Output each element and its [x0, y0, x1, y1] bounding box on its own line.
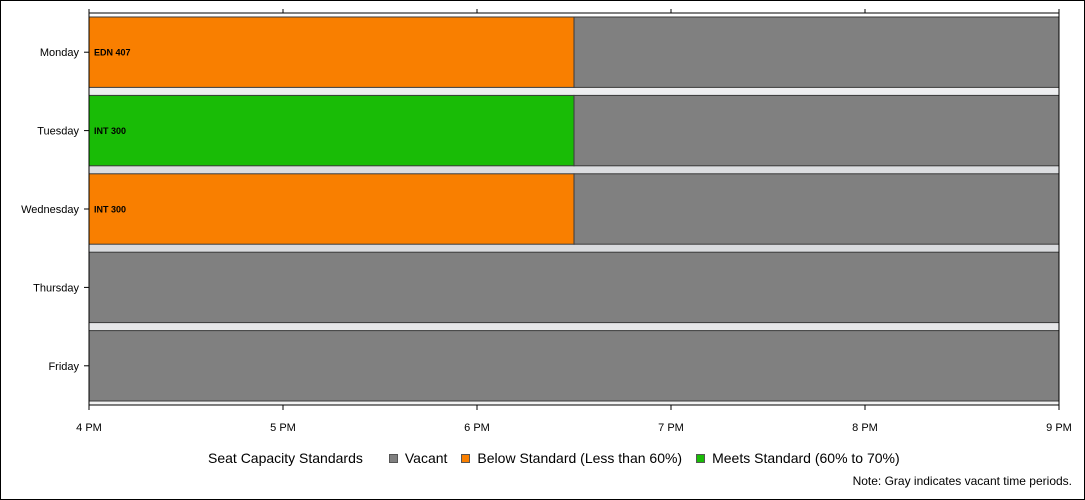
y-tick-label-tuesday: Tuesday — [37, 126, 79, 138]
x-tick-label-6-pm: 6 PM — [464, 422, 490, 434]
bar-tuesday-vacant — [573, 94, 1060, 167]
legend-item-vacant: Vacant — [388, 450, 448, 466]
bar-label-wednesday: INT 300 — [94, 205, 126, 215]
bar-wednesday-vacant — [573, 173, 1060, 245]
x-tick-label-5-pm: 5 PM — [270, 422, 296, 434]
bar-tuesday-meets-standard-60-to-70 — [88, 94, 575, 167]
y-tick-label-thursday: Thursday — [33, 282, 79, 294]
legend-label-vacant: Vacant — [404, 450, 448, 466]
legend-label-meets-standard: Meets Standard (60% to 70%) — [712, 450, 900, 466]
legend-swatch-vacant — [388, 453, 398, 463]
bar-wednesday-below-standard-less-than-60 — [88, 173, 575, 245]
vacancy-note: Note: Gray indicates vacant time periods… — [852, 474, 1072, 488]
legend-item-meets-standard: Meets Standard (60% to 70%) — [696, 450, 900, 466]
bar-friday-vacant — [88, 330, 1060, 402]
x-tick-label-8-pm: 8 PM — [852, 422, 878, 434]
legend-title: Seat Capacity Standards — [208, 450, 363, 466]
y-tick-label-wednesday: Wednesday — [21, 204, 79, 216]
bar-thursday-vacant — [88, 251, 1060, 324]
legend-label-below-standard: Below Standard (Less than 60%) — [477, 450, 683, 466]
bar-monday-below-standard-less-than-60 — [88, 16, 575, 88]
x-tick-label-9-pm: 9 PM — [1046, 422, 1072, 434]
x-tick-label-7-pm: 7 PM — [658, 422, 684, 434]
x-tick-label-4-pm: 4 PM — [76, 422, 102, 434]
bar-label-monday: EDN 407 — [94, 48, 131, 58]
legend-swatch-below-standard — [461, 453, 471, 463]
y-tick-label-monday: Monday — [40, 47, 80, 59]
legend-item-below-standard: Below Standard (Less than 60%) — [461, 450, 682, 466]
legend: Seat Capacity Standards Vacant Below Sta… — [208, 449, 914, 467]
bar-monday-vacant — [573, 16, 1060, 88]
legend-swatch-meets-standard — [696, 453, 706, 463]
bar-label-tuesday: INT 300 — [94, 126, 126, 136]
y-tick-label-friday: Friday — [48, 361, 79, 373]
